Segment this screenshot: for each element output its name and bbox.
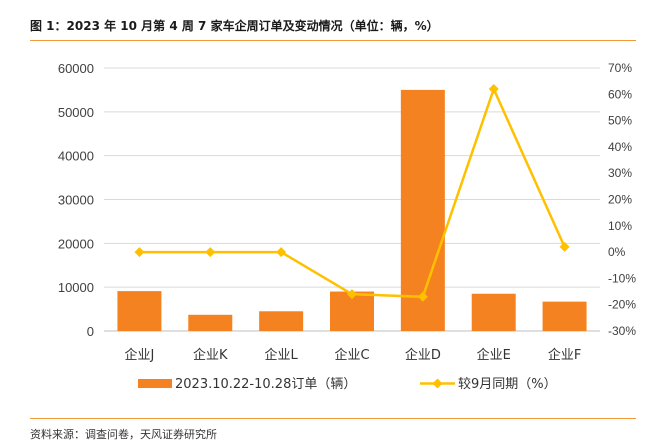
y-left-tick-label: 40000	[58, 149, 94, 164]
y-left-tick-label: 20000	[58, 236, 94, 251]
y-right-tick-label: -20%	[608, 298, 636, 312]
chart-title: 图 1：2023 年 10 月第 4 周 7 家车企周订单及变动情况（单位：辆，…	[30, 19, 439, 33]
line-point	[347, 289, 357, 300]
legend-marker-line	[432, 378, 443, 389]
x-tick-label: 企业D	[405, 347, 441, 363]
line-point	[488, 84, 499, 95]
legend-label-bar: 2023.10.22-10.28订单（辆）	[175, 377, 356, 392]
y-left-tick-label: 10000	[58, 280, 94, 295]
y-right-tick-label: -30%	[608, 324, 636, 338]
x-tick-label: 企业C	[334, 347, 369, 363]
y-left-tick-label: 30000	[58, 193, 94, 208]
y-right-tick-label: 20%	[608, 193, 632, 207]
legend-swatch-bar	[138, 379, 172, 388]
bar	[188, 314, 233, 331]
y-right-tick-label: 70%	[608, 61, 632, 75]
x-tick-label: 企业L	[265, 347, 299, 363]
y-left-tick-label: 0	[87, 324, 94, 339]
line-point	[417, 291, 428, 302]
series-line	[139, 85, 566, 299]
line-point	[559, 241, 570, 252]
bar	[471, 293, 516, 331]
bar	[259, 311, 304, 331]
source-note: 资料来源：调查问卷，天风证券研究所	[30, 428, 217, 441]
bar	[400, 89, 445, 331]
y-right-tick-label: 10%	[608, 219, 632, 233]
combo-chart: 0 10000 20000 30000 40000 50000 60000 -30% -20% -…	[58, 61, 637, 392]
line-point	[205, 247, 216, 258]
line-point	[276, 247, 287, 258]
bar	[117, 291, 162, 331]
line-point	[134, 247, 145, 258]
y-left-tick-label: 50000	[58, 105, 94, 120]
title-rule	[30, 40, 636, 41]
source-rule	[30, 418, 636, 419]
y-right-tick-label: -10%	[608, 271, 636, 285]
x-tick-label: 企业E	[477, 347, 511, 363]
x-tick-label: 企业K	[193, 347, 228, 363]
y-right-tick-label: 0%	[608, 245, 626, 259]
legend-label-line: 较9月同期（%）	[458, 377, 557, 392]
y-right-tick-label: 30%	[608, 166, 632, 180]
y-right-tick-label: 40%	[608, 140, 632, 154]
x-tick-label: 企业J	[125, 347, 155, 363]
y-right-tick-label: 60%	[608, 87, 632, 101]
y-right-tick-label: 50%	[608, 114, 632, 128]
y-left-tick-label: 60000	[58, 61, 94, 76]
x-tick-label: 企业F	[548, 347, 581, 363]
bar	[542, 301, 587, 331]
